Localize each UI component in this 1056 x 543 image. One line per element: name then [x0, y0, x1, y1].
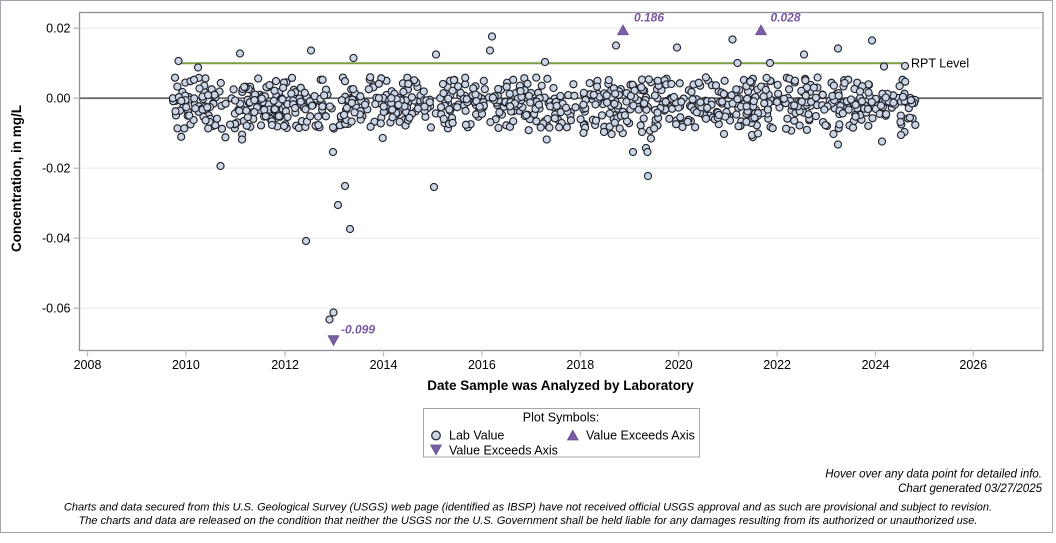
svg-text:2016: 2016 [468, 358, 496, 372]
svg-text:-0.04: -0.04 [42, 231, 71, 245]
svg-text:Hover over any data point for: Hover over any data point for detailed i… [825, 469, 1042, 481]
svg-text:Chart generated 03/27/2025: Chart generated 03/27/2025 [898, 483, 1042, 495]
svg-text:0.186: 0.186 [634, 11, 664, 25]
svg-text:Plot Symbols:: Plot Symbols: [523, 411, 599, 425]
svg-text:2010: 2010 [172, 358, 200, 372]
svg-text:0.02: 0.02 [46, 21, 70, 35]
svg-text:Date Sample was Analyzed by La: Date Sample was Analyzed by Laboratory [427, 378, 694, 393]
svg-text:The charts and data are releas: The charts and data are released on the … [79, 515, 978, 527]
svg-text:-0.06: -0.06 [42, 301, 71, 315]
svg-text:2020: 2020 [665, 358, 693, 372]
svg-text:2022: 2022 [763, 358, 791, 372]
svg-text:2018: 2018 [566, 358, 594, 372]
svg-text:-0.02: -0.02 [42, 161, 71, 175]
svg-text:2012: 2012 [271, 358, 299, 372]
svg-text:2014: 2014 [370, 358, 398, 372]
svg-text:Concentration, in mg/L: Concentration, in mg/L [9, 105, 24, 252]
svg-text:Value Exceeds Axis: Value Exceeds Axis [449, 444, 558, 458]
svg-text:0.028: 0.028 [771, 11, 801, 25]
svg-text:-0.099: -0.099 [341, 323, 375, 337]
svg-text:2024: 2024 [862, 358, 890, 372]
svg-text:0.00: 0.00 [46, 91, 70, 105]
svg-text:2008: 2008 [74, 358, 102, 372]
svg-text:Charts and data secured from t: Charts and data secured from this U.S. G… [64, 502, 992, 514]
svg-text:RPT Level: RPT Level [911, 57, 969, 71]
svg-text:Lab Value: Lab Value [449, 429, 504, 443]
svg-text:2026: 2026 [959, 358, 987, 372]
svg-text:Value Exceeds Axis: Value Exceeds Axis [586, 429, 695, 443]
